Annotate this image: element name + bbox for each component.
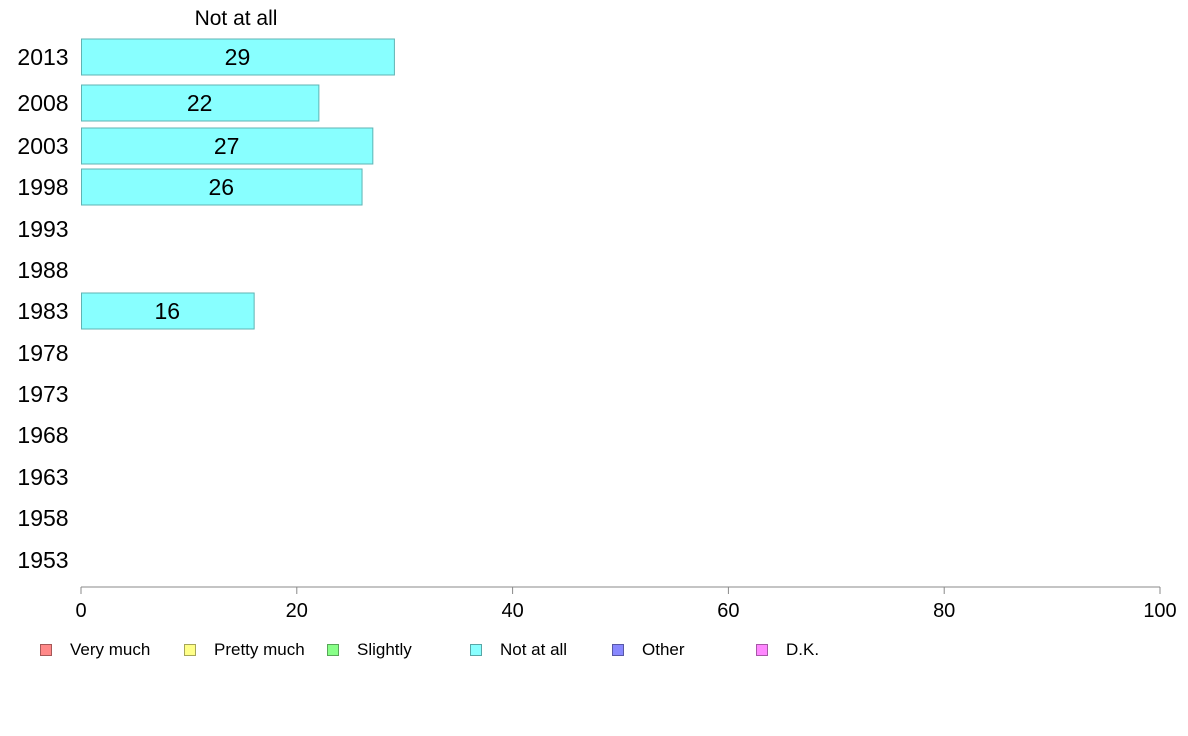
legend-label: Very much <box>70 640 151 659</box>
chart: Not at all 2013 2008 2003 1998 1993 1988 1983 1… <box>17 7 1176 622</box>
legend-swatch <box>756 644 768 656</box>
bar-value-1983: 16 <box>155 298 181 324</box>
row-label-1998: 1998 <box>17 174 68 200</box>
legend-item-other: Other <box>612 638 685 662</box>
bar-value-1998: 26 <box>208 174 234 200</box>
legend-swatch <box>327 644 339 656</box>
row-label-1993: 1993 <box>17 216 68 242</box>
legend-item-slightly: Slightly <box>327 638 412 662</box>
x-tick-label-0: 0 <box>75 600 86 622</box>
row-label-1963: 1963 <box>17 464 68 490</box>
legend-item-d-k: D.K. <box>756 638 819 662</box>
row-label-2013: 2013 <box>17 44 68 70</box>
legend-item-pretty-much: Pretty much <box>184 638 305 662</box>
row-label-1988: 1988 <box>17 257 68 283</box>
legend-item-very-much: Very much <box>40 638 150 662</box>
bar-1983 <box>81 292 255 330</box>
legend-swatch <box>470 644 482 656</box>
bar-value-2003: 27 <box>214 133 240 159</box>
bar-2013 <box>81 38 395 76</box>
row-label-2003: 2003 <box>17 133 68 159</box>
bar-value-2008: 22 <box>187 90 213 116</box>
row-label-1983: 1983 <box>17 298 68 324</box>
bar-value-2013: 29 <box>225 44 251 70</box>
legend-swatch <box>184 644 196 656</box>
legend-swatch <box>40 644 52 656</box>
bar-1998 <box>81 168 363 206</box>
x-tick-label-20: 20 <box>286 600 308 622</box>
bar-2003 <box>81 127 374 165</box>
row-label-1958: 1958 <box>17 505 68 531</box>
legend-label: Slightly <box>357 640 412 659</box>
row-label-1968: 1968 <box>17 422 68 448</box>
legend-item-not-at-all: Not at all <box>470 638 567 662</box>
legend-label: Pretty much <box>214 640 305 659</box>
row-label-1953: 1953 <box>17 547 68 573</box>
x-tick-label-80: 80 <box>933 600 955 622</box>
x-tick-label-60: 60 <box>717 600 739 622</box>
row-label-2008: 2008 <box>17 90 68 116</box>
bar-2008 <box>81 84 320 122</box>
legend-label: Other <box>642 640 685 659</box>
legend-label: Not at all <box>500 640 568 659</box>
row-label-1973: 1973 <box>17 381 68 407</box>
x-tick-label-40: 40 <box>501 600 523 622</box>
chart-title: Not at all <box>195 7 278 30</box>
row-label-1978: 1978 <box>17 340 68 366</box>
legend: Very much Pretty much Slightly Not at all Ot… <box>0 638 1188 662</box>
legend-swatch <box>612 644 624 656</box>
legend-label: D.K. <box>786 640 820 659</box>
x-tick-label-100: 100 <box>1143 600 1176 622</box>
